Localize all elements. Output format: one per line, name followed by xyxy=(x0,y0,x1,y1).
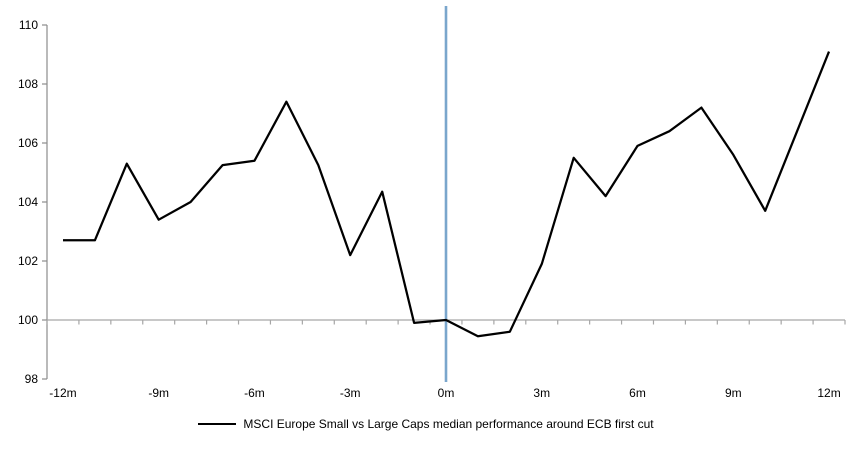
x-tick-label: 12m xyxy=(817,386,840,400)
y-tick-label: 100 xyxy=(18,313,38,327)
x-tick-label: -3m xyxy=(340,386,361,400)
x-tick-label: -6m xyxy=(244,386,265,400)
y-tick-label: 98 xyxy=(25,372,39,386)
legend-label: MSCI Europe Small vs Large Caps median p… xyxy=(243,417,654,431)
y-tick-label: 108 xyxy=(18,77,38,91)
y-tick-label: 110 xyxy=(19,18,38,32)
legend-line-sample-icon xyxy=(198,423,237,425)
x-tick-label: 3m xyxy=(533,386,550,400)
x-tick-label: 0m xyxy=(438,386,455,400)
y-tick-label: 106 xyxy=(18,136,38,150)
x-tick-label: 9m xyxy=(725,386,742,400)
series-line xyxy=(63,51,831,338)
x-tick-label: 6m xyxy=(629,386,646,400)
y-tick-label: 102 xyxy=(18,254,38,268)
y-tick-label: 104 xyxy=(18,195,38,209)
x-tick-label: -12m xyxy=(49,386,76,400)
legend: MSCI Europe Small vs Large Caps median p… xyxy=(0,417,852,431)
x-tick-label: -9m xyxy=(148,386,169,400)
